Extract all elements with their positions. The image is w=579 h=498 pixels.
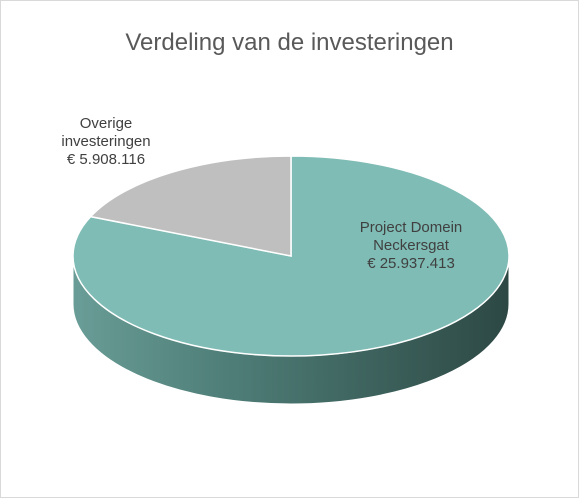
chart-title: Verdeling van de investeringen [125, 29, 454, 56]
slice-label: Project Domein Neckersgat [359, 219, 463, 254]
pie-slice [89, 155, 292, 257]
slice-value: € 25.937.413 [367, 255, 455, 272]
slice-value: € 5.908.116 [66, 151, 146, 168]
slice-label: Overige investeringen [61, 115, 151, 150]
